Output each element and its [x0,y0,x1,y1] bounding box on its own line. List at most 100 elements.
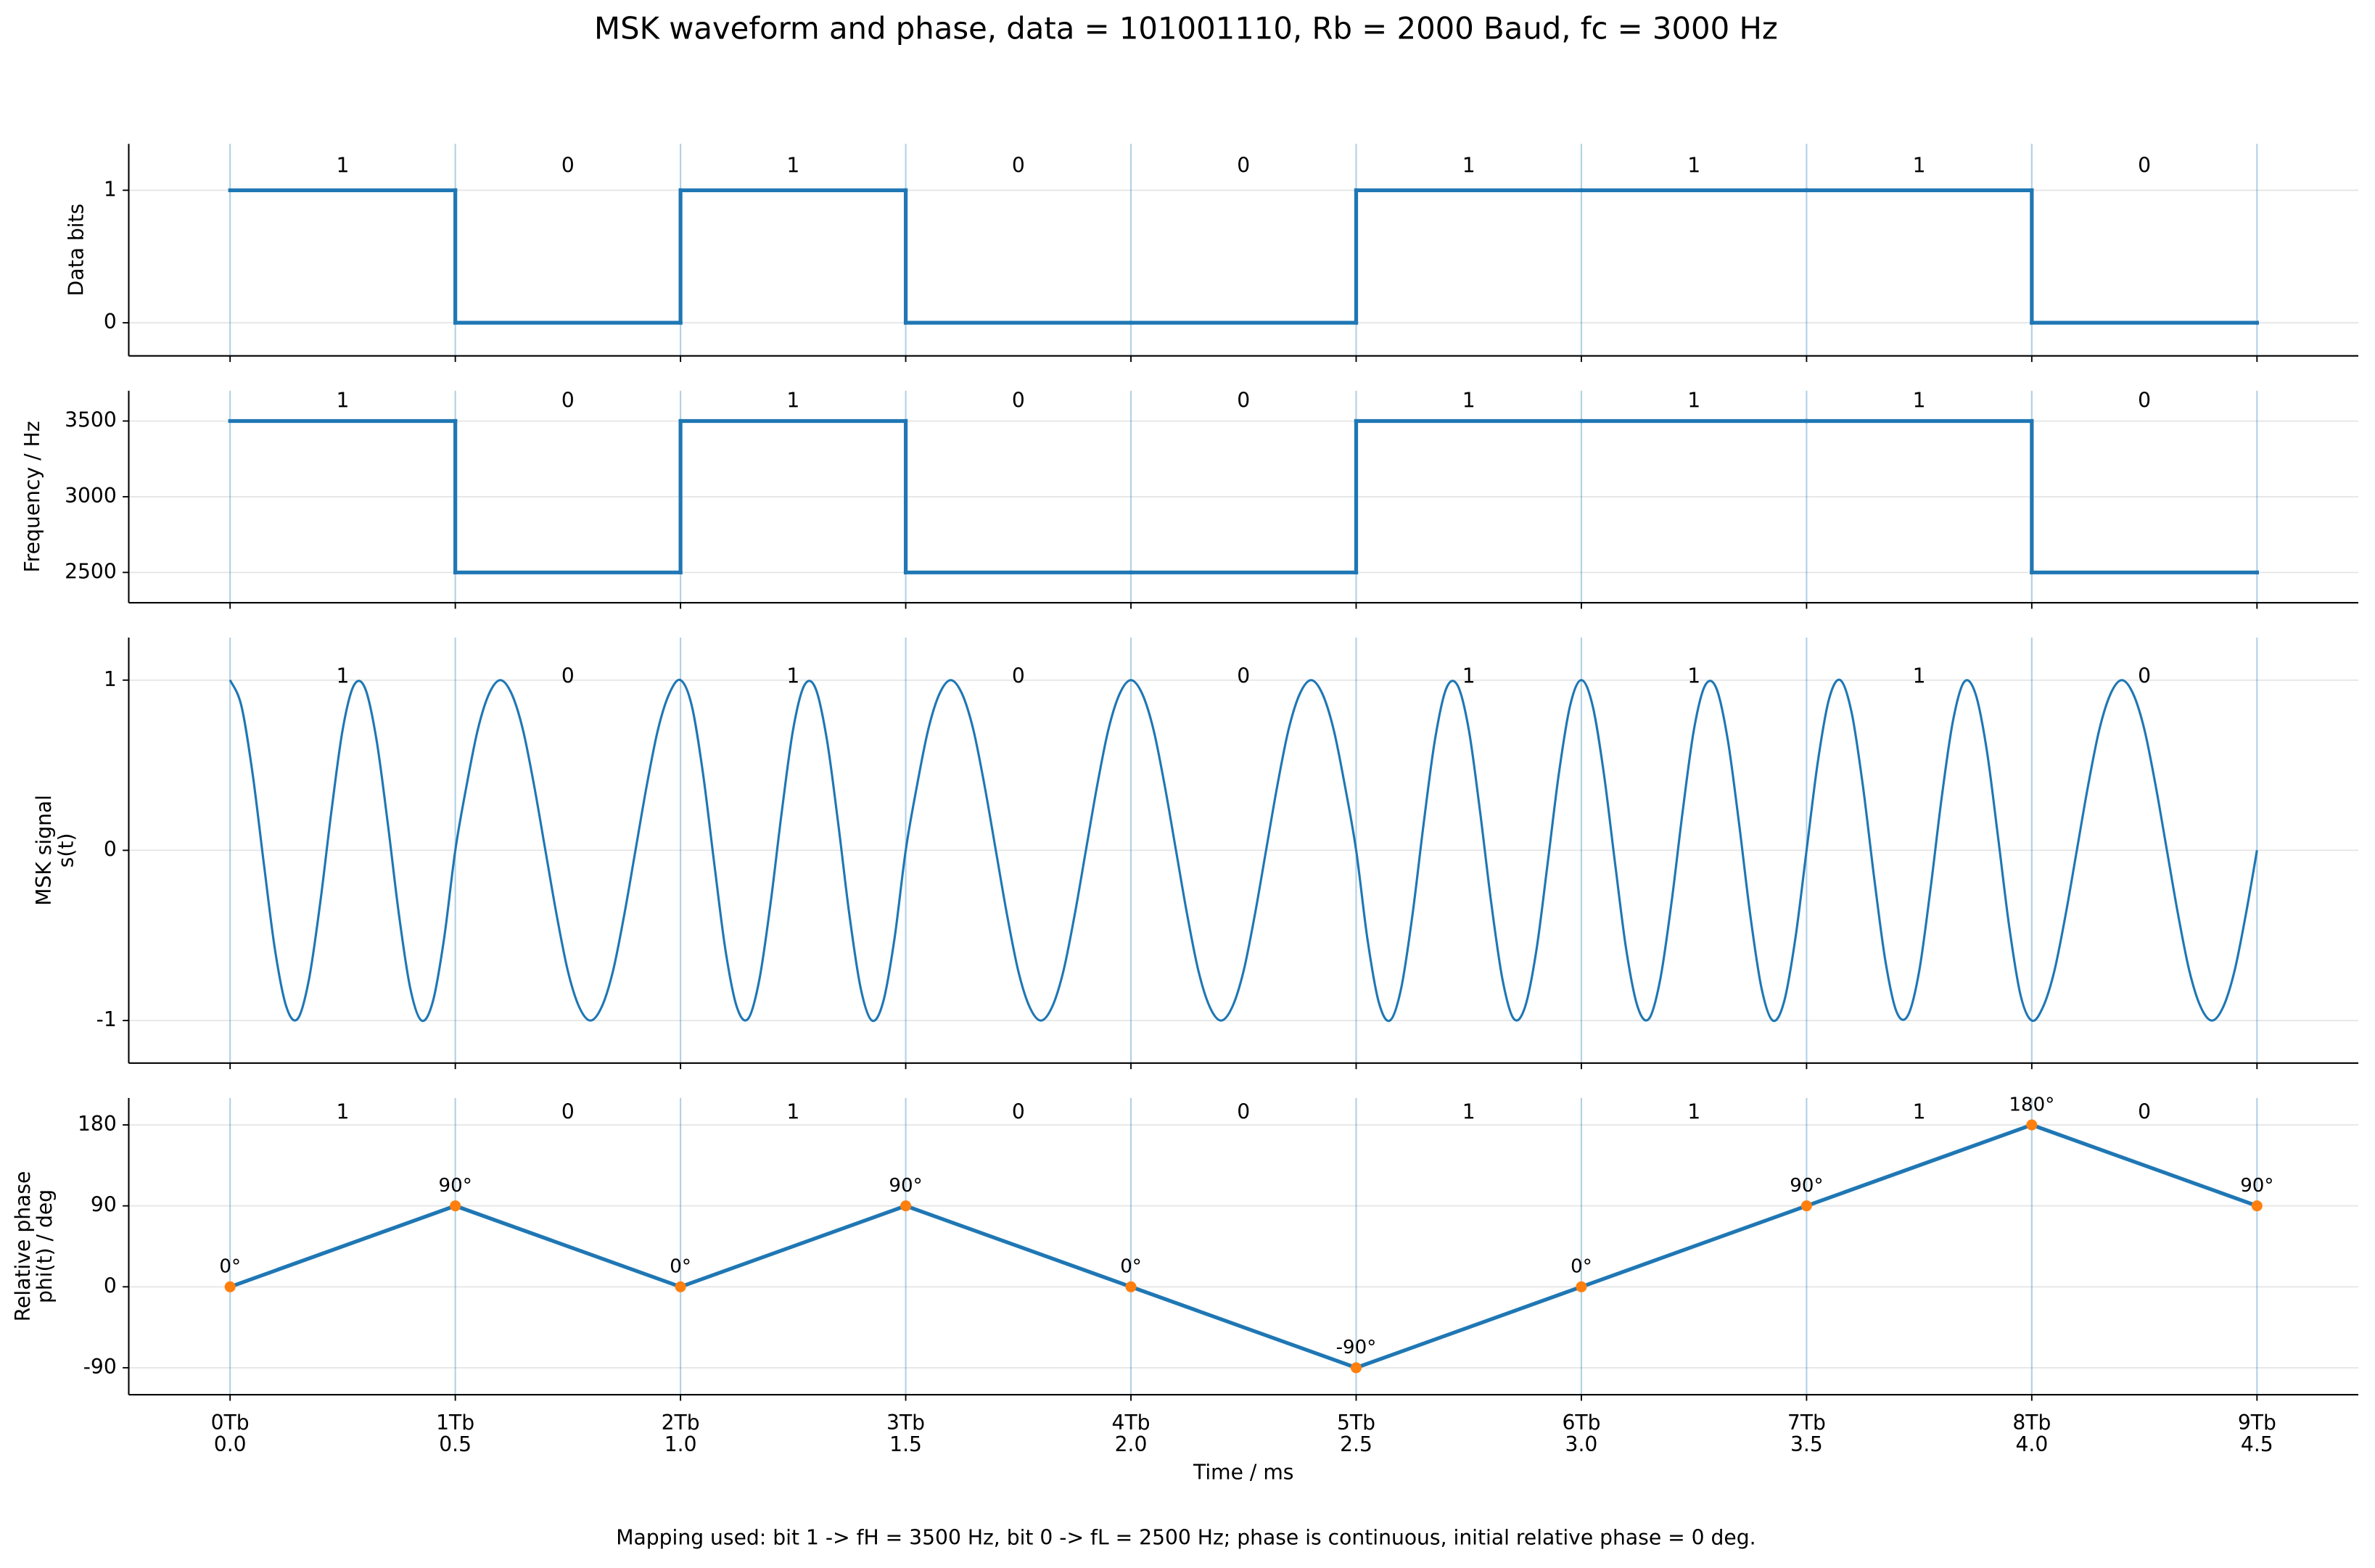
bit-label: 1 [786,154,799,178]
text-line: 1.0 [664,1432,697,1456]
x-tick-label: 0Tb 0.0 [211,1411,250,1456]
bit-label: 0 [1237,1100,1250,1124]
bit-label: 1 [1913,154,1926,178]
phase-label: 0° [219,1256,241,1278]
bit-label: 1 [1687,388,1700,412]
y-tick-label: 3000 [65,484,117,508]
text-line: 5Tb [1337,1411,1375,1435]
footnote: Mapping used: bit 1 -> fH = 3500 Hz, bit… [616,1525,1755,1549]
text-line: 2.0 [1115,1432,1148,1456]
text-line: 3.5 [1790,1432,1823,1456]
y-axis-label: Data bits [64,204,88,297]
y-axis-label: Frequency / Hz [20,421,44,572]
phase-label: -90° [1336,1337,1377,1358]
chart-title: MSK waveform and phase, data = 101001110… [594,10,1778,46]
bit-label: 1 [336,388,349,412]
y-tick-label: 0 [104,837,117,861]
phase-label: 90° [1790,1175,1823,1197]
bit-label: 1 [336,154,349,178]
text-line: 0Tb [211,1411,250,1435]
text-line: 4Tb [1112,1411,1151,1435]
bit-label: 0 [2138,664,2151,688]
phase-label: 90° [2240,1175,2273,1197]
bit-label: 1 [1913,1100,1926,1124]
phase-marker [900,1200,912,1212]
bit-label: 0 [561,1100,575,1124]
signal-line [229,678,2258,1023]
bit-label: 0 [561,664,575,688]
text-line: 6Tb [1562,1411,1600,1435]
text-line: 2Tb [662,1411,700,1435]
x-axis-label: Time / ms [1193,1461,1293,1485]
bit-label: 0 [1012,1100,1025,1124]
bit-label: 0 [561,388,575,412]
text-line: 2.5 [1340,1432,1372,1456]
text-line: 9Tb [2238,1411,2276,1435]
phase-marker [1350,1362,1362,1374]
phase-marker [1576,1281,1587,1292]
phase-marker [1125,1281,1137,1292]
y-axis-label: MSK signals(t) [32,795,78,906]
y-tick-label: -90 [83,1355,117,1379]
bit-label: 0 [2138,1100,2151,1124]
y-tick-label: 3500 [65,408,117,432]
x-tick-label: 1Tb 0.5 [436,1411,474,1456]
bit-label: 1 [1462,154,1475,178]
x-tick-label: 4Tb 2.0 [1112,1411,1151,1456]
bit-label: 0 [1012,664,1025,688]
x-tick-label: 5Tb 2.5 [1337,1411,1375,1456]
text-line: 4.5 [2241,1432,2273,1456]
bit-label: 0 [1237,664,1250,688]
phase-label: 180° [2009,1094,2054,1115]
text-line: 7Tb [1787,1411,1826,1435]
phase-marker [675,1281,686,1292]
step-line [228,418,2259,574]
text-line: MSK signal [32,795,56,906]
y-tick-label: -1 [96,1007,117,1031]
bit-label: 1 [1687,1100,1700,1124]
text-line: 4.0 [2015,1432,2048,1456]
bit-label: 1 [1462,1100,1475,1124]
bit-label: 1 [1913,388,1926,412]
text-line: phi(t) / deg [33,1189,57,1303]
x-tick-label: 8Tb 4.0 [2012,1411,2051,1456]
step-line [228,188,2259,325]
bit-label: 1 [786,664,799,688]
text-line: 0.0 [214,1432,247,1456]
bit-label: 0 [2138,154,2151,178]
bit-label: 0 [561,154,575,178]
bit-label: 0 [1012,154,1025,178]
phase-label: 0° [670,1256,691,1278]
y-axis-label: Relative phasephi(t) / deg [11,1171,57,1322]
text-line: 3Tb [886,1411,925,1435]
bit-label: 1 [336,1100,349,1124]
y-tick-label: 1 [104,177,117,201]
bit-label: 1 [1913,664,1926,688]
phase-label: 90° [439,1175,472,1197]
text-line: s(t) [54,833,78,868]
text-line: 3.0 [1565,1432,1598,1456]
bit-label: 1 [1687,154,1700,178]
phase-label: 90° [889,1175,922,1197]
bit-label: 1 [1462,388,1475,412]
phase-marker [450,1200,461,1212]
x-tick-label: 3Tb 1.5 [886,1411,925,1456]
y-tick-label: 0 [104,1274,117,1297]
text-line: 8Tb [2012,1411,2051,1435]
bit-label: 1 [1687,664,1700,688]
x-tick-label: 7Tb 3.5 [1787,1411,1826,1456]
text-line: 1.5 [889,1432,922,1456]
bit-label: 0 [2138,388,2151,412]
phase-label: 0° [1120,1256,1142,1278]
y-tick-label: 2500 [65,559,117,583]
y-tick-label: 180 [78,1112,117,1136]
x-tick-label: 9Tb 4.5 [2238,1411,2276,1456]
bit-label: 0 [1012,388,1025,412]
phase-marker [2251,1200,2263,1212]
y-tick-label: 0 [104,310,117,334]
bit-label: 1 [336,664,349,688]
x-tick-label: 6Tb 3.0 [1562,1411,1600,1456]
x-tick-label: 2Tb 1.0 [662,1411,700,1456]
